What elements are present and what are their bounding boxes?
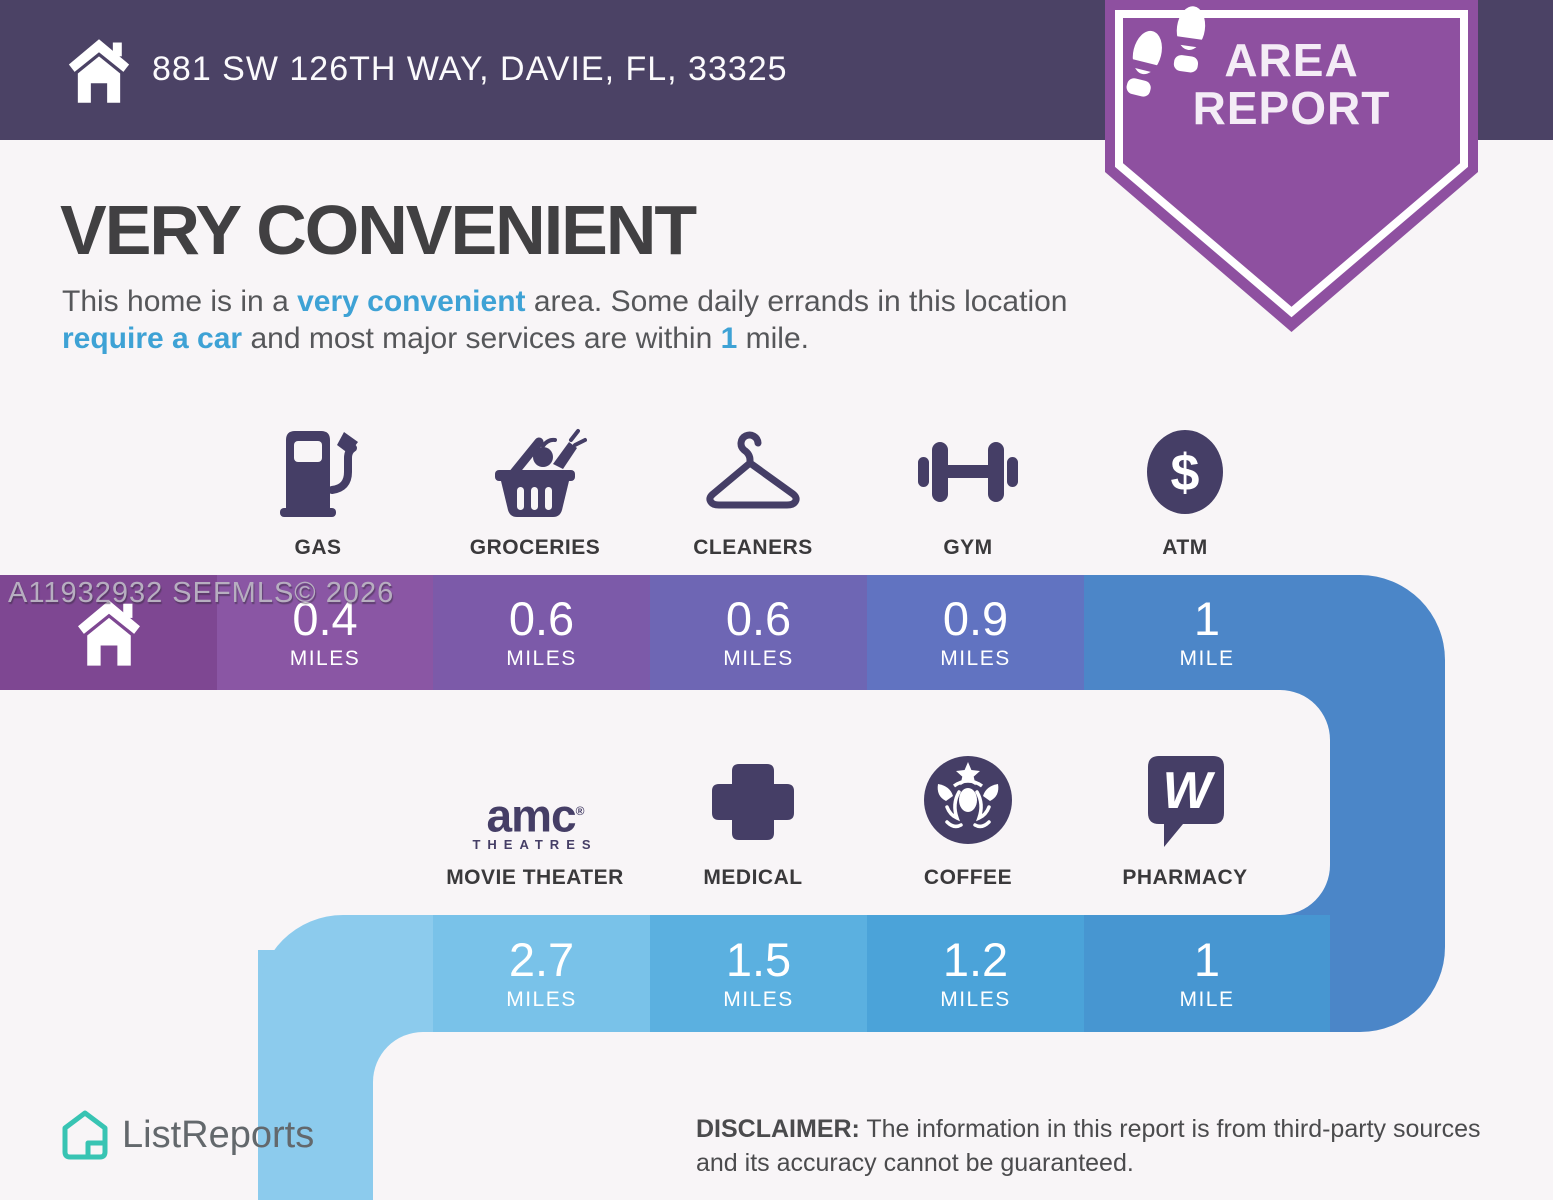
distance-segment: 2.7 MILES (433, 915, 650, 1032)
walgreens-pharmacy-icon: W (1148, 756, 1224, 847)
amenity-label: GYM (943, 536, 993, 559)
amenity-label: GAS (294, 536, 342, 559)
distance-segment: 0.6 MILES (433, 575, 650, 690)
distance-bar-top: 0.4 MILES 0.6 MILES 0.6 MILES 0.9 MILES … (0, 575, 1330, 690)
home-segment (0, 575, 217, 690)
summary-text: area. Some daily errands in this locatio… (525, 285, 1068, 318)
summary-text: mile. (737, 322, 809, 355)
distance-unit: MILES (506, 646, 577, 670)
listreports-house-icon (62, 1110, 108, 1160)
hanger-icon (706, 431, 800, 509)
badge-title-line2: REPORT (1192, 82, 1391, 134)
summary-paragraph: This home is in a very convenient area. … (62, 283, 1102, 357)
badge-shield-shape (1105, 0, 1478, 332)
amenity-label: COFFEE (923, 866, 1013, 889)
starbucks-coffee-icon (924, 756, 1012, 844)
amenity-label: GROCERIES (469, 536, 601, 559)
distance-value: 0.6 (508, 591, 575, 645)
summary-highlight: very convenient (297, 285, 526, 318)
amenity-cleaners: CLEANERS (638, 418, 868, 560)
distance-value: 0.6 (725, 591, 792, 645)
distance-unit: MILE (1179, 987, 1235, 1011)
mls-watermark: A11932932 SEFMLS© 2026 (8, 577, 395, 609)
distance-value: 1.5 (725, 932, 792, 986)
grocery-basket-icon (495, 429, 587, 517)
distance-segment: 0.9 MILES (867, 575, 1084, 690)
home-icon (68, 39, 130, 103)
amenity-pharmacy: W PHARMACY (1070, 748, 1300, 890)
distance-segment: 1 MILE (1084, 915, 1330, 1032)
bend-segment (258, 915, 433, 1032)
distance-value: 1 (1193, 932, 1221, 986)
distance-segment: 0.4 MILES (217, 575, 433, 690)
distance-unit: MILES (723, 646, 794, 670)
footprints-icon (1126, 6, 1207, 97)
summary-highlight: require a car (62, 322, 243, 355)
dumbbell-icon (918, 442, 1018, 502)
summary-text: and most major services are within (242, 322, 721, 355)
amenity-label: CLEANERS (693, 536, 813, 559)
distance-unit: MILES (506, 987, 577, 1011)
badge-title-line1: AREA (1224, 34, 1359, 86)
svg-text:W: W (1162, 762, 1215, 820)
disclaimer-text: DISCLAIMER: The information in this repo… (696, 1115, 1481, 1177)
gas-pump-icon (280, 431, 358, 517)
summary-highlight: 1 (720, 322, 738, 355)
amenity-groceries: GROCERIES (420, 418, 650, 560)
amenity-gym: GYM (853, 418, 1083, 560)
distance-bar-bottom: 2.7 MILES 1.5 MILES 1.2 MILES 1 MILE (258, 915, 1330, 1032)
amenity-movie-theater: amc® THEATRES MOVIE THEATER (420, 748, 650, 890)
amc-theatres-logo-icon: amc® THEATRES (472, 789, 598, 852)
distance-unit: MILES (723, 987, 794, 1011)
amenity-gas: GAS (203, 418, 433, 560)
distance-value: 2.7 (508, 932, 575, 986)
distance-segment: 1.5 MILES (650, 915, 867, 1032)
svg-text:$: $ (1171, 444, 1200, 502)
disclaimer-label: DISCLAIMER: (696, 1115, 860, 1143)
property-address: 881 SW 126TH WAY, DAVIE, FL, 33325 (152, 50, 788, 88)
distance-segment: 0.6 MILES (650, 575, 867, 690)
distance-value: 1 (1193, 591, 1221, 645)
distance-unit: MILES (289, 646, 361, 670)
amenity-label: PHARMACY (1122, 866, 1248, 889)
amenity-medical: MEDICAL (638, 748, 868, 890)
amenity-atm: $ ATM (1070, 418, 1300, 560)
listreports-wordmark: ListReports (122, 1113, 315, 1156)
distance-segment: 1.2 MILES (867, 915, 1084, 1032)
distance-unit: MILE (1179, 646, 1235, 670)
listreports-logo: ListReports (62, 1110, 314, 1160)
distance-value: 0.9 (942, 591, 1009, 645)
amenity-coffee: COFFEE (853, 748, 1083, 890)
area-report-badge: AREA REPORT (1105, 0, 1478, 332)
home-icon (77, 599, 140, 666)
distance-value: 0.4 (292, 591, 358, 645)
distance-unit: MILES (940, 646, 1011, 670)
path-bend-left-inner (373, 1032, 663, 1200)
page-title: VERY CONVENIENT (60, 191, 697, 269)
distance-value: 1.2 (942, 932, 1009, 986)
amenity-label: ATM (1162, 536, 1208, 559)
atm-dollar-icon: $ (1147, 430, 1223, 514)
amenity-label: MEDICAL (703, 866, 803, 889)
distance-unit: MILES (940, 987, 1011, 1011)
amenity-label: MOVIE THEATER (446, 866, 624, 889)
distance-segment: 1 MILE (1084, 575, 1330, 690)
medical-cross-icon (712, 764, 794, 840)
summary-text: This home is in a (62, 285, 298, 318)
